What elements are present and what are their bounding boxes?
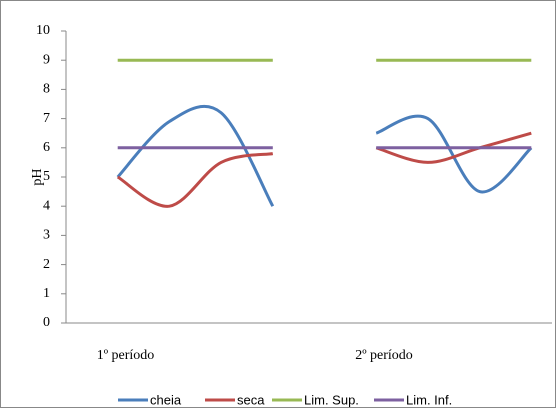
legend-label: Lim. Sup.	[304, 392, 359, 407]
x-tick-label: 1º período	[96, 348, 155, 363]
y-tick-label: 7	[43, 111, 50, 126]
y-tick-label: 6	[43, 140, 50, 155]
y-tick-label: 9	[43, 52, 50, 67]
y-tick-label: 0	[43, 315, 50, 330]
y-tick-label: 4	[43, 198, 50, 213]
series-line	[116, 105, 533, 207]
legend-label: cheia	[150, 392, 182, 407]
x-tick-label: 2º período	[355, 348, 413, 363]
legend-label: Lim. Inf.	[406, 392, 452, 407]
y-tick-label: 10	[36, 23, 50, 38]
y-tick-label: 8	[43, 82, 50, 97]
y-tick-label: 3	[43, 228, 50, 243]
y-axis-label: pH	[30, 168, 45, 185]
legend-label: seca	[237, 392, 265, 407]
series-line	[116, 131, 532, 208]
y-tick-label: 1	[43, 286, 50, 301]
y-tick-label: 2	[43, 257, 50, 272]
y-tick-label: 5	[43, 169, 50, 184]
